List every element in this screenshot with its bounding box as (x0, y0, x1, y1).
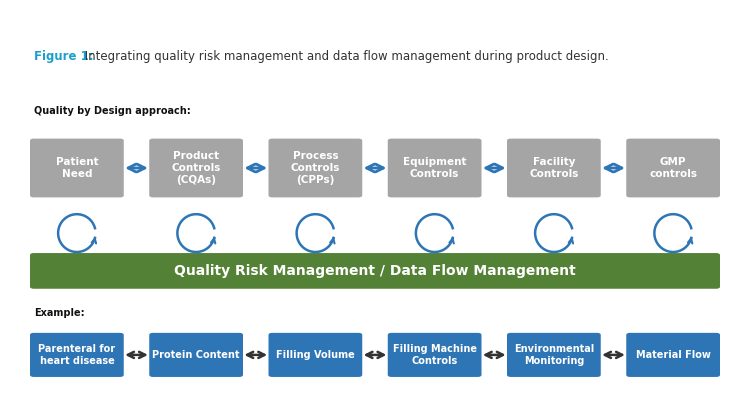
Text: Product
Controls
(CQAs): Product Controls (CQAs) (172, 151, 220, 185)
FancyBboxPatch shape (507, 333, 601, 377)
FancyBboxPatch shape (388, 333, 482, 377)
Text: Example:: Example: (34, 308, 84, 318)
Text: Integrating quality risk management and data flow management during product desi: Integrating quality risk management and … (81, 50, 609, 63)
Text: GMP
controls: GMP controls (649, 157, 698, 179)
FancyBboxPatch shape (268, 333, 362, 377)
FancyBboxPatch shape (149, 139, 243, 197)
Text: Protein Content: Protein Content (152, 350, 240, 360)
FancyBboxPatch shape (30, 253, 720, 289)
FancyBboxPatch shape (30, 333, 124, 377)
FancyBboxPatch shape (626, 333, 720, 377)
Text: Quality Risk Management / Data Flow Management: Quality Risk Management / Data Flow Mana… (174, 264, 576, 278)
Text: Figure 1:: Figure 1: (34, 50, 93, 63)
FancyBboxPatch shape (149, 333, 243, 377)
Text: Filling Volume: Filling Volume (276, 350, 355, 360)
Text: Facility
Controls: Facility Controls (530, 157, 578, 179)
Text: Patient
Need: Patient Need (56, 157, 98, 179)
Text: Filling Machine
Controls: Filling Machine Controls (392, 344, 477, 366)
Text: Environmental
Monitoring: Environmental Monitoring (514, 344, 594, 366)
Text: Parenteral for
heart disease: Parenteral for heart disease (38, 344, 116, 366)
Text: Process
Controls
(CPPs): Process Controls (CPPs) (291, 151, 340, 185)
FancyBboxPatch shape (626, 139, 720, 197)
FancyBboxPatch shape (388, 139, 482, 197)
Text: Quality by Design approach:: Quality by Design approach: (34, 106, 191, 116)
FancyBboxPatch shape (507, 139, 601, 197)
FancyBboxPatch shape (268, 139, 362, 197)
Text: Equipment
Controls: Equipment Controls (403, 157, 466, 179)
Text: Material Flow: Material Flow (636, 350, 710, 360)
FancyBboxPatch shape (30, 139, 124, 197)
